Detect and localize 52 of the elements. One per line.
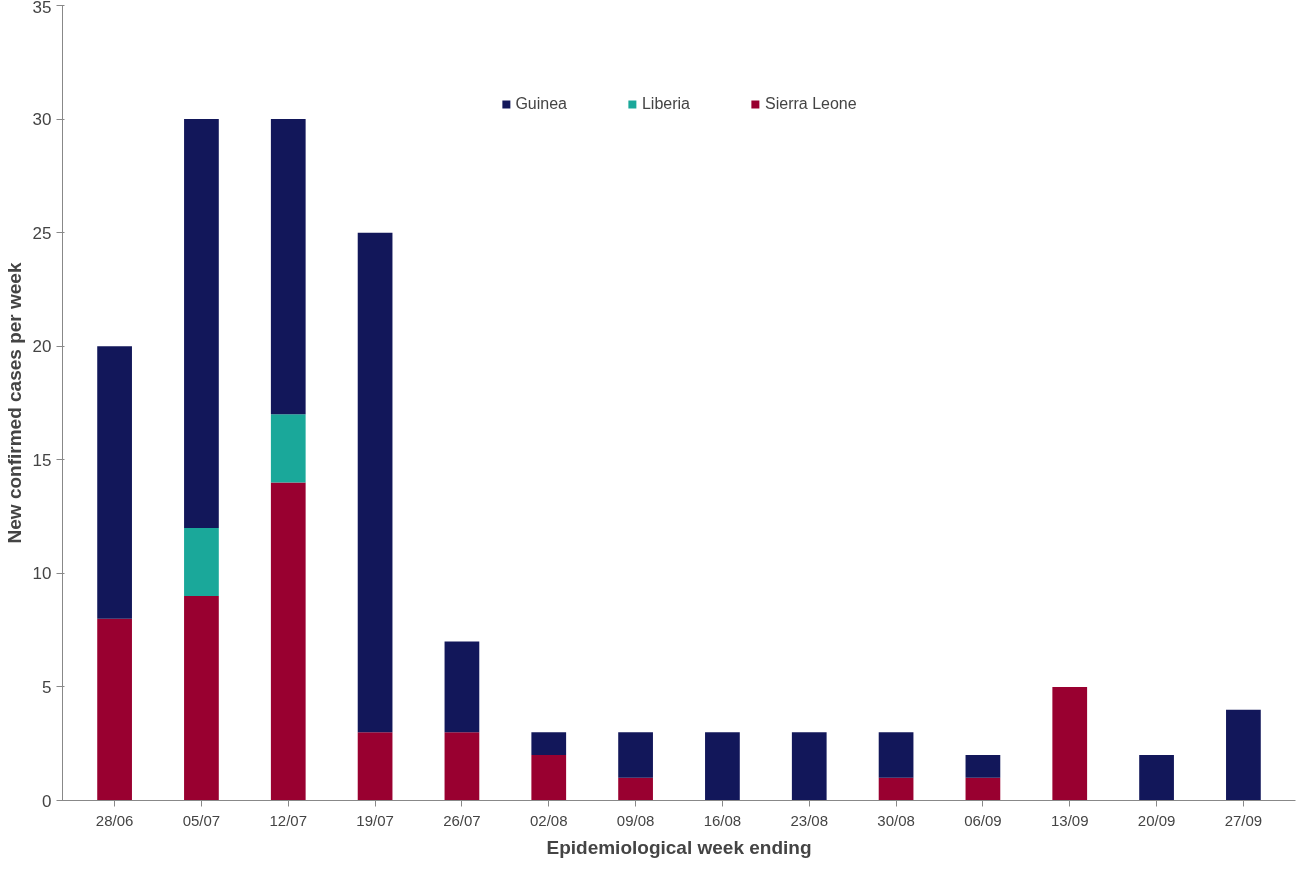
y-tick-label: 35 <box>32 0 52 17</box>
x-tick-label: 09/08 <box>616 811 655 829</box>
bar <box>705 732 740 801</box>
y-tick-label: 20 <box>32 337 52 357</box>
bar <box>878 732 914 778</box>
y-tick-label: 15 <box>32 450 52 470</box>
bar <box>618 777 653 801</box>
bar <box>531 755 567 801</box>
bar <box>444 641 480 733</box>
bar <box>531 732 567 756</box>
bar <box>184 119 219 528</box>
bar <box>791 732 827 801</box>
y-tick-label: 10 <box>32 564 52 584</box>
legend-label: Liberia <box>641 95 690 113</box>
bar <box>270 119 306 415</box>
y-tick-label: 30 <box>32 110 52 130</box>
legend-label: Guinea <box>515 95 567 113</box>
bar <box>357 732 393 801</box>
bar <box>184 596 219 801</box>
x-tick-label: 13/09 <box>1050 811 1089 829</box>
x-tick-label: 26/07 <box>443 811 481 829</box>
bar <box>270 414 306 483</box>
x-tick-label: 30/08 <box>877 811 915 829</box>
bar <box>97 618 132 801</box>
x-tick-label: 16/08 <box>703 811 742 829</box>
x-tick-label: 02/08 <box>529 811 568 829</box>
bar <box>270 482 306 801</box>
x-tick-label: 28/06 <box>95 811 134 829</box>
bar <box>1139 755 1174 801</box>
bar <box>444 732 480 801</box>
x-tick-label: 23/08 <box>790 811 829 829</box>
bar <box>357 232 393 733</box>
legend-label: Sierra Leone <box>765 95 857 113</box>
y-tick-label: 5 <box>42 677 52 697</box>
x-tick-label: 05/07 <box>182 811 221 829</box>
y-tick-label: 0 <box>42 791 52 811</box>
bar <box>1052 686 1088 801</box>
x-tick-label: 12/07 <box>269 811 308 829</box>
bar <box>184 527 219 597</box>
bar <box>97 346 132 619</box>
bar <box>878 777 914 801</box>
x-tick-label: 06/09 <box>964 811 1002 829</box>
x-tick-label: 20/09 <box>1137 811 1176 829</box>
bar <box>965 777 1001 801</box>
y-axis-title: New confirmed cases per week <box>3 262 25 544</box>
x-tick-label: 27/09 <box>1224 811 1263 829</box>
bar <box>1226 709 1261 801</box>
x-tick-label: 19/07 <box>356 811 394 829</box>
bar <box>965 755 1001 778</box>
bar <box>618 732 653 778</box>
x-axis-title: Epidemiological week ending <box>546 836 812 858</box>
y-tick-label: 25 <box>32 223 52 243</box>
